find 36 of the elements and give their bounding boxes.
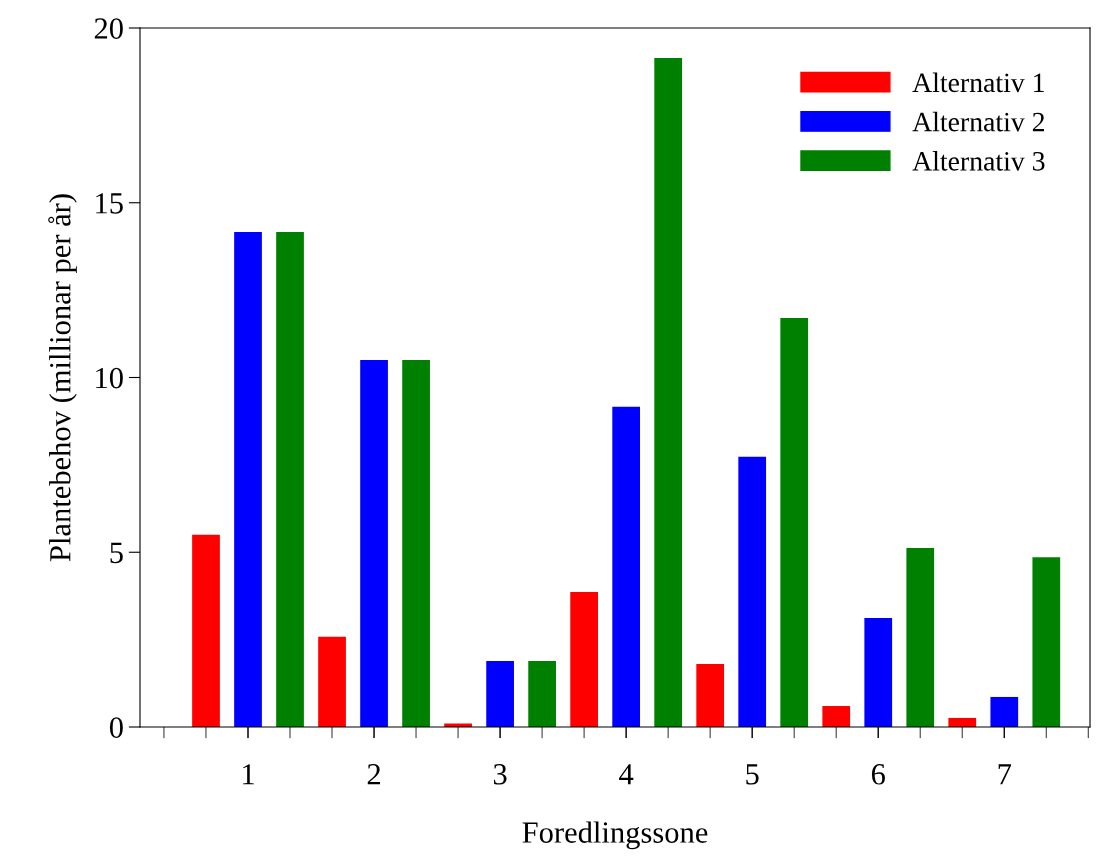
y-tick-label: 0 (109, 717, 123, 738)
x-tick-label: 6 (871, 764, 885, 785)
bar (864, 617, 893, 727)
bar (528, 660, 556, 727)
bar (822, 706, 851, 727)
bar (990, 696, 1019, 727)
y-axis-title: Plantebehov (millionar per år) (48, 194, 77, 562)
bar (738, 456, 767, 727)
y-tick-label: 20 (94, 18, 123, 39)
bar (612, 406, 641, 727)
bar (1032, 557, 1061, 727)
x-tick-label: 1 (243, 764, 254, 785)
bar (570, 592, 598, 727)
bar (486, 660, 514, 727)
bar (276, 232, 304, 727)
bar (318, 636, 346, 727)
bar (780, 318, 809, 727)
y-tick-label: 5 (110, 542, 123, 564)
bar (360, 360, 388, 727)
y-tick-label: 15 (96, 193, 123, 214)
bar (402, 360, 430, 727)
y-tick-label: 10 (96, 367, 123, 389)
legend-label: Alternativ 3 (912, 151, 1045, 171)
x-tick-label: 4 (619, 764, 634, 785)
x-tick-label: 2 (367, 764, 381, 785)
legend-label: Alternativ 2 (912, 111, 1045, 132)
legend-label: Alternativ 1 (912, 72, 1044, 93)
x-axis-title: Foredlingssone (522, 821, 708, 850)
x-tick-label: 7 (998, 764, 1012, 785)
x-tick-label: 5 (746, 764, 759, 785)
bar (654, 58, 683, 727)
bar (906, 548, 935, 727)
bar (696, 664, 725, 727)
bar (234, 232, 262, 727)
x-tick-label: 3 (493, 764, 507, 785)
bar (192, 534, 220, 727)
